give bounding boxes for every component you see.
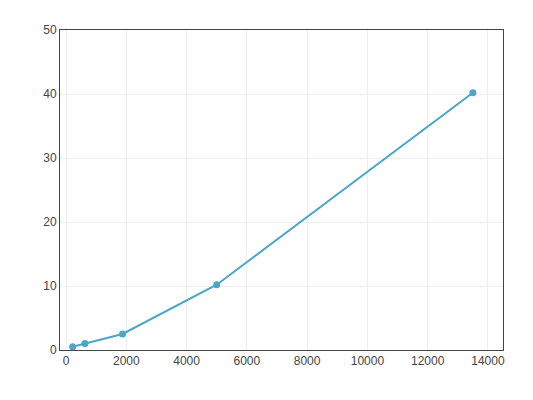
svg-text:0: 0: [63, 354, 70, 368]
svg-text:2000: 2000: [113, 354, 140, 368]
svg-text:0: 0: [50, 343, 57, 357]
svg-text:50: 50: [43, 23, 57, 37]
svg-text:12000: 12000: [411, 354, 445, 368]
svg-text:40: 40: [43, 87, 57, 101]
svg-text:4000: 4000: [173, 354, 200, 368]
svg-text:30: 30: [43, 151, 57, 165]
svg-text:8000: 8000: [294, 354, 321, 368]
svg-text:20: 20: [43, 215, 57, 229]
svg-text:10: 10: [43, 279, 57, 293]
svg-text:10000: 10000: [351, 354, 385, 368]
svg-text:14000: 14000: [471, 354, 505, 368]
svg-text:6000: 6000: [233, 354, 260, 368]
